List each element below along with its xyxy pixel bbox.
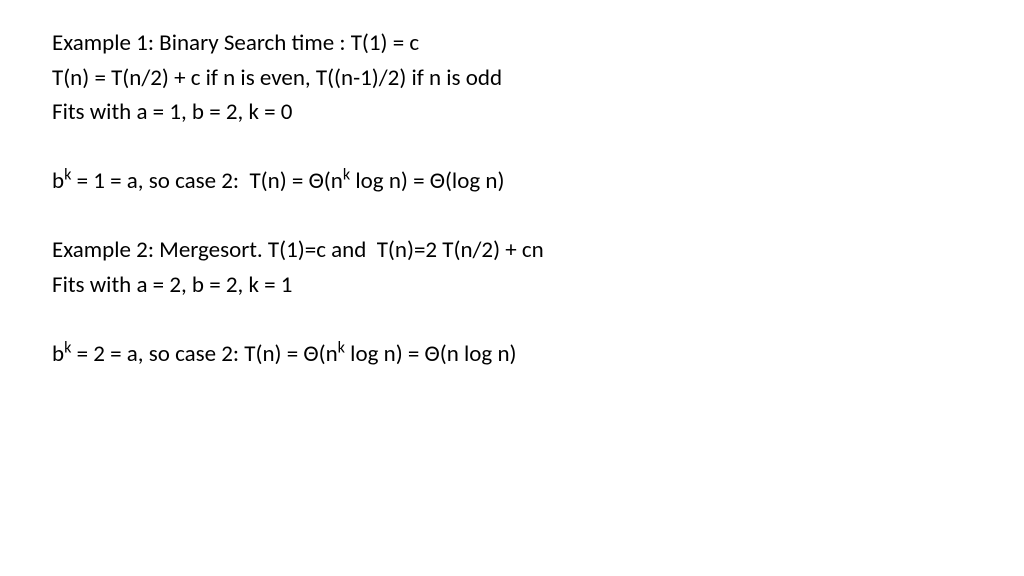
- slide-line: bk = 2 = a, so case 2: T(n) = Θ(nk log n…: [52, 337, 972, 372]
- slide-line: bk = 1 = a, so case 2: T(n) = Θ(nk log n…: [52, 164, 972, 199]
- slide-line: Fits with a = 1, b = 2, k = 0: [52, 95, 972, 130]
- slide-line: Example 1: Binary Search time : T(1) = c: [52, 26, 972, 61]
- slide: Example 1: Binary Search time : T(1) = c…: [0, 0, 1024, 576]
- slide-line: Fits with a = 2, b = 2, k = 1: [52, 268, 972, 303]
- blank-line: [52, 302, 972, 337]
- slide-line: T(n) = T(n/2) + c if n is even, T((n-1)/…: [52, 61, 972, 96]
- slide-line: Example 2: Mergesort. T(1)=c and T(n)=2 …: [52, 233, 972, 268]
- blank-line: [52, 199, 972, 234]
- blank-line: [52, 130, 972, 165]
